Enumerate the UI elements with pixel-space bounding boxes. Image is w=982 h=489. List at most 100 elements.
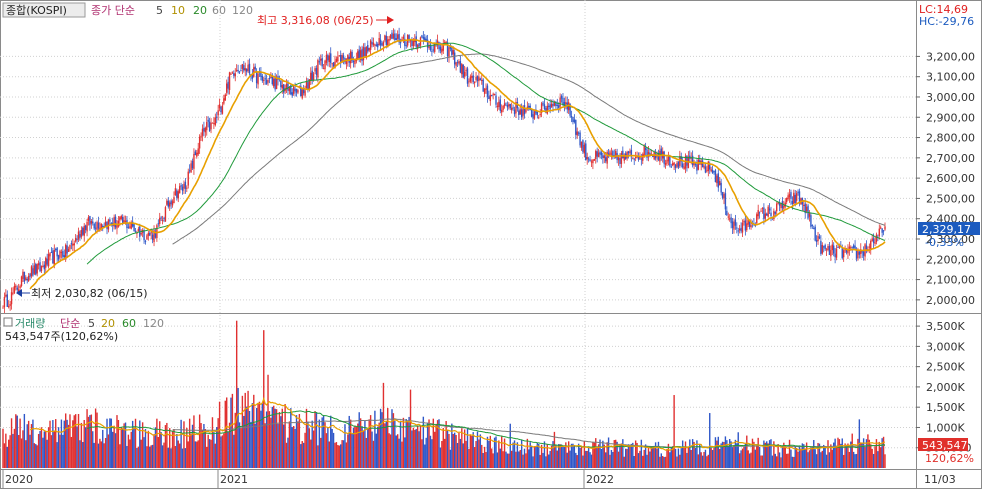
candle-body (670, 166, 672, 168)
volume-bar (743, 446, 745, 468)
volume-bar (218, 401, 221, 468)
candle-body (617, 157, 620, 161)
volume-bar (9, 435, 11, 468)
candle-body (448, 47, 450, 57)
volume-bar (753, 441, 755, 468)
volume-bar (322, 415, 325, 468)
volume-bar (877, 451, 879, 468)
candle-body (315, 68, 318, 76)
candle-body (22, 271, 24, 279)
volume-bar (372, 440, 375, 468)
candle-body (367, 44, 369, 52)
volume-bar (131, 420, 134, 468)
candle-body (26, 278, 28, 281)
candle-body (357, 51, 359, 59)
candle-body (875, 234, 878, 243)
candle-body (881, 228, 883, 233)
volume-bar (369, 415, 372, 468)
candle-body (365, 46, 368, 58)
volume-bar (878, 441, 881, 468)
volume-bar (639, 450, 641, 468)
volume-bar (439, 447, 442, 468)
volume-bar (627, 444, 630, 468)
candle-body (49, 253, 51, 257)
candle-body (438, 41, 440, 49)
volume-bar (345, 442, 348, 468)
volume-bar (587, 446, 590, 468)
candle-body (314, 68, 316, 72)
candle-body (283, 84, 285, 93)
candle-body (90, 220, 93, 224)
volume-bar (37, 433, 40, 468)
volume-bar (545, 456, 547, 468)
candle-body (489, 95, 492, 102)
candle-body (737, 230, 739, 232)
date-tick-label: 11/03 (924, 473, 956, 486)
volume-bar (660, 453, 662, 468)
candle-body (116, 224, 118, 229)
candle-body (714, 170, 717, 183)
candle-body (676, 163, 678, 167)
volume-bar (109, 418, 111, 468)
candle-body (201, 128, 204, 136)
volume-bar (2, 428, 4, 468)
candle-body (186, 187, 188, 189)
price-name-box[interactable] (2, 2, 86, 18)
volume-bar (150, 445, 152, 468)
candle-body (100, 223, 103, 229)
candle-body (683, 166, 685, 170)
volume-bar (40, 427, 43, 468)
volume-bar (6, 446, 8, 468)
candle-body (254, 66, 256, 70)
volume-bar (321, 417, 323, 468)
candle-body (469, 76, 472, 82)
volume-bar (10, 418, 13, 468)
volume-ma20-line (30, 396, 885, 451)
volume-bar (431, 439, 433, 468)
candle-body (67, 248, 70, 252)
candle-body (157, 223, 160, 225)
candle-body (465, 69, 467, 71)
candle-body (74, 237, 77, 242)
volume-bar (226, 397, 228, 468)
candle-body (53, 249, 55, 266)
candle-body (730, 217, 732, 224)
candle-body (312, 73, 315, 81)
last-volume-ratio: 120,62% (925, 452, 974, 465)
volume-bar (46, 439, 48, 468)
price-tick-label: 2,300,00 (926, 233, 975, 246)
candle-body (746, 223, 748, 231)
candle-body (756, 214, 758, 224)
candle-body (188, 170, 191, 172)
candle-body (66, 245, 68, 254)
candle-body (147, 232, 150, 236)
volume-bar (408, 416, 410, 468)
candle-body (701, 160, 704, 168)
volume-bar (525, 453, 527, 468)
volume-bar (200, 423, 202, 468)
candle-body (45, 257, 47, 268)
volume-bar (295, 415, 298, 468)
candle-body (483, 88, 486, 94)
volume-bar (133, 427, 135, 468)
volume-bar (801, 443, 804, 468)
volume-bar (614, 439, 617, 468)
candle-body (422, 36, 425, 39)
candle-body (798, 191, 801, 204)
volume-bar (197, 440, 199, 468)
volume-bar (77, 413, 80, 468)
volume-bar (123, 423, 125, 468)
candle-body (878, 228, 881, 236)
volume-bar (438, 419, 440, 468)
candle-body (743, 220, 745, 223)
candle-body (652, 155, 654, 158)
volume-bar (311, 420, 313, 468)
candle-body (767, 206, 769, 217)
volume-bar (837, 437, 839, 468)
candle-body (502, 106, 504, 110)
candle-body (270, 76, 272, 78)
volume-bar (723, 441, 725, 468)
volume-bar (583, 441, 586, 468)
candle-body (857, 249, 859, 259)
